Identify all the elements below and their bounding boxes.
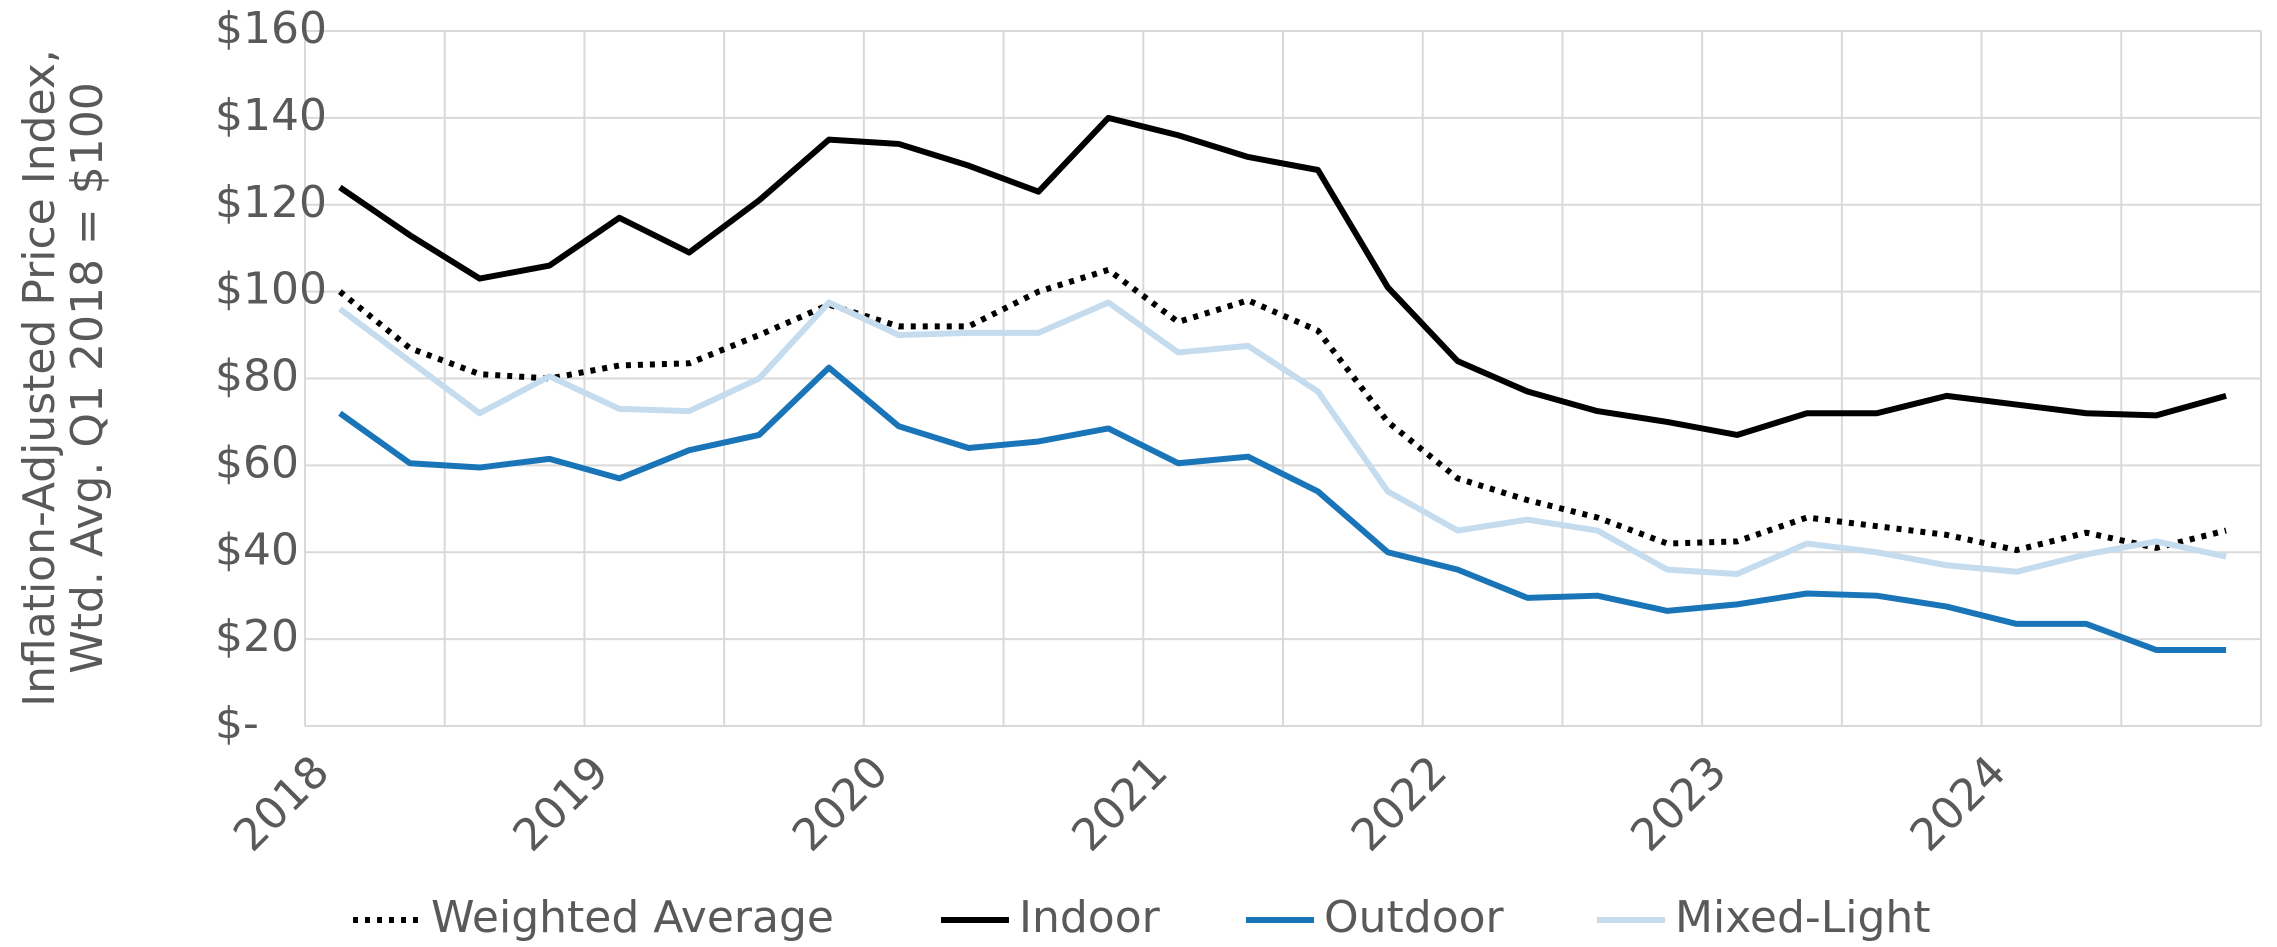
legend-label: Weighted Average bbox=[431, 892, 834, 943]
series-line bbox=[338, 114, 2227, 438]
x-tick-label: 2019 bbox=[503, 746, 618, 861]
y-axis-title-line: Inflation-Adjusted Price Index, bbox=[14, 49, 65, 707]
y-tick-label: $140 bbox=[215, 90, 327, 141]
legend-label: Mixed-Light bbox=[1675, 892, 1931, 943]
x-tick-label: 2020 bbox=[783, 746, 898, 861]
y-axis-title-line: Wtd. Avg. Q1 2018 = $100 bbox=[62, 82, 113, 674]
y-tick-label: $160 bbox=[215, 3, 327, 54]
legend-item: Weighted Average bbox=[353, 892, 834, 943]
y-tick-label: $80 bbox=[215, 351, 299, 402]
y-tick-label: $120 bbox=[215, 177, 327, 228]
y-tick-label: $100 bbox=[215, 264, 327, 315]
y-tick-label: $60 bbox=[215, 437, 299, 488]
legend-label: Indoor bbox=[1019, 892, 1161, 943]
x-tick-label: 2018 bbox=[224, 746, 339, 861]
x-tick-label: 2022 bbox=[1342, 746, 1457, 861]
y-tick-label: $- bbox=[215, 698, 259, 749]
x-tick-label: 2023 bbox=[1621, 746, 1736, 861]
legend-item: Outdoor bbox=[1246, 892, 1505, 943]
series-line bbox=[338, 364, 2227, 653]
series-line bbox=[338, 299, 2227, 577]
y-tick-label: $40 bbox=[215, 524, 299, 575]
y-axis-title: Inflation-Adjusted Price Index, Wtd. Avg… bbox=[14, 49, 113, 707]
legend-item: Mixed-Light bbox=[1597, 892, 1931, 943]
x-tick-label: 2024 bbox=[1901, 746, 2016, 861]
y-tick-label: $20 bbox=[215, 611, 299, 662]
legend-item: Indoor bbox=[941, 892, 1161, 943]
x-tick-label: 2021 bbox=[1062, 746, 1177, 861]
legend-label: Outdoor bbox=[1324, 892, 1505, 943]
series-line bbox=[338, 266, 2227, 554]
